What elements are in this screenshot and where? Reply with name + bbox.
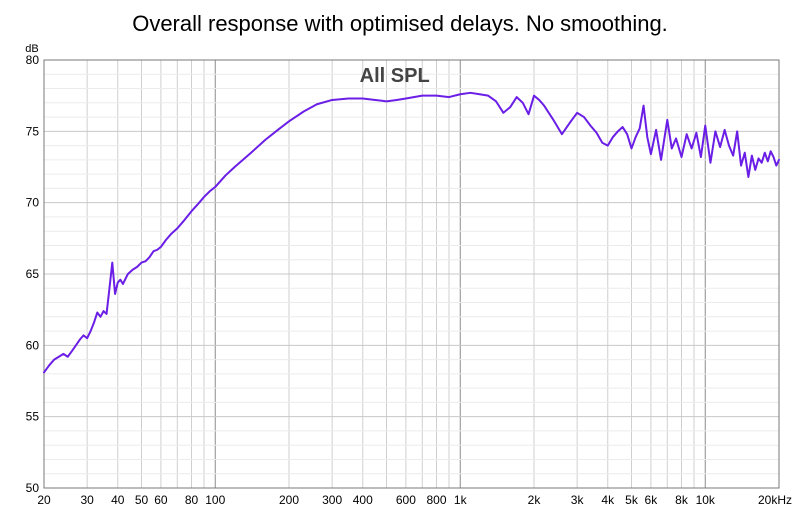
x-tick-label: 10k: [696, 493, 716, 507]
plot-label: All SPL: [360, 65, 430, 87]
y-tick-label: 60: [26, 338, 40, 352]
x-tick-label: 30: [80, 493, 94, 507]
x-tick-label: 60: [154, 493, 168, 507]
x-tick-label: 100: [205, 493, 225, 507]
x-tick-label: 40: [111, 493, 125, 507]
x-tick-label: 1k: [454, 493, 468, 507]
x-tick-label: 800: [426, 493, 446, 507]
series-layer: [43, 91, 780, 374]
x-axis-ticks: 20 30 40 50 60 80 100 200 300 400 600 800 1k 2k 3k 4k 5k…: [37, 493, 792, 507]
y-axis-ticks: 50 55 60 65 70 75 80: [26, 53, 40, 495]
y-tick-label: 50: [26, 481, 40, 495]
grid: [43, 59, 780, 489]
x-tick-label: 8k: [675, 493, 689, 507]
y-tick-label: 75: [26, 124, 40, 138]
x-tick-label: 6k: [645, 493, 659, 507]
x-tick-label: 20: [37, 493, 51, 507]
x-tick-label: 4k: [601, 493, 615, 507]
y-tick-label: 65: [26, 267, 40, 281]
x-tick-label: 200: [279, 493, 299, 507]
x-tick-label: 50: [135, 493, 149, 507]
x-tick-label: 3k: [571, 493, 585, 507]
y-tick-label: 55: [26, 410, 40, 424]
x-tick-label: 2k: [528, 493, 542, 507]
x-tick-label: 600: [396, 493, 416, 507]
series-line-0: [43, 91, 780, 374]
chart-title: Overall response with optimised delays. …: [132, 11, 668, 36]
x-tick-label: 20kHz: [758, 493, 792, 507]
x-tick-label: 400: [353, 493, 373, 507]
x-tick-label: 80: [185, 493, 199, 507]
y-axis-unit-label: dB: [25, 43, 38, 55]
y-tick-label: 70: [26, 196, 40, 210]
y-tick-label: 80: [26, 53, 40, 67]
x-tick-label: 5k: [625, 493, 639, 507]
plot-area-frame: [43, 59, 780, 489]
x-tick-label: 300: [322, 493, 342, 507]
